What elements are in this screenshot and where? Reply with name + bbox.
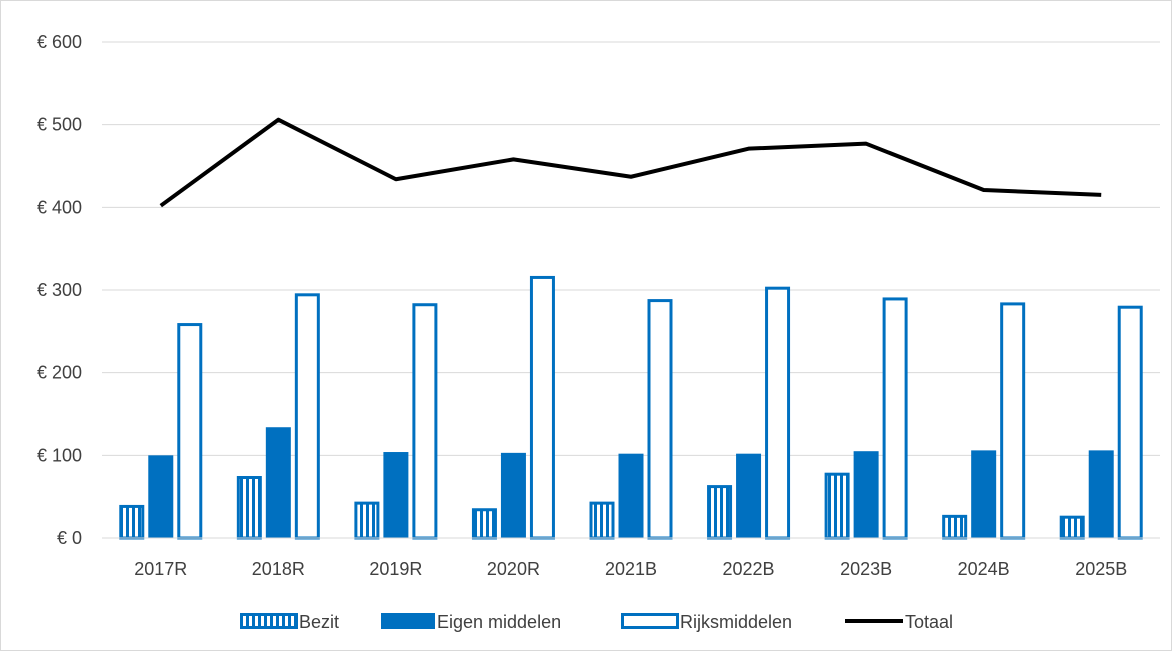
bar-eigen-middelen: [618, 453, 644, 538]
x-axis-labels: 2017R 2018R 2019R 2020R 2021B 2022B 2023B 2024B…: [134, 559, 1127, 579]
bar-eigen-middelen: [971, 450, 997, 538]
x-tick-label: 2017R: [134, 559, 187, 579]
bar-rijksmiddelen: [882, 297, 908, 540]
bar-rijksmiddelen: [647, 299, 673, 540]
bar-bezit: [471, 508, 497, 540]
bar-eigen-middelen: [500, 452, 526, 538]
legend-item-bezit: Bezit: [240, 612, 339, 632]
legend: Bezit Eigen middelen Rijksmiddelen Totaal: [240, 612, 953, 632]
legend-item-totaal: Totaal: [845, 612, 953, 632]
legend-label: Totaal: [905, 612, 953, 632]
x-tick-label: 2025B: [1075, 559, 1127, 579]
bar-bezit: [236, 476, 262, 540]
legend-item-rijksmiddelen: Rijksmiddelen: [621, 612, 792, 632]
bar-bezit: [824, 472, 850, 540]
y-tick-label: € 200: [37, 363, 82, 383]
bar-rijksmiddelen: [412, 303, 438, 540]
legend-item-eigen-middelen: Eigen middelen: [381, 612, 561, 632]
bar-eigen-middelen: [265, 427, 291, 538]
x-tick-label: 2019R: [369, 559, 422, 579]
x-tick-label: 2020R: [487, 559, 540, 579]
y-tick-label: € 0: [57, 528, 82, 548]
bar-rijksmiddelen: [765, 286, 791, 540]
bar-eigen-middelen: [736, 453, 762, 538]
bar-bezit: [119, 504, 145, 540]
x-tick-label: 2021B: [605, 559, 657, 579]
x-tick-label: 2022B: [723, 559, 775, 579]
bar-eigen-middelen: [383, 452, 409, 538]
legend-label: Eigen middelen: [437, 612, 561, 632]
bar-rijksmiddelen: [1117, 305, 1143, 540]
bar-bezit: [1059, 515, 1085, 540]
bars: [119, 275, 1143, 540]
y-tick-label: € 300: [37, 280, 82, 300]
x-tick-label: 2024B: [958, 559, 1010, 579]
legend-swatch: [621, 613, 679, 629]
y-tick-label: € 500: [37, 115, 82, 135]
bar-rijksmiddelen: [177, 323, 203, 540]
bar-bezit: [942, 514, 968, 540]
legend-label: Bezit: [299, 612, 339, 632]
bar-rijksmiddelen: [529, 275, 555, 540]
y-tick-label: € 400: [37, 197, 82, 217]
bar-rijksmiddelen: [294, 293, 320, 540]
legend-swatch: [381, 613, 435, 629]
bar-eigen-middelen: [148, 455, 174, 538]
bar-rijksmiddelen: [1000, 302, 1026, 540]
x-tick-label: 2023B: [840, 559, 892, 579]
line-totaal: [159, 117, 1102, 208]
y-axis-ticks: € 0 € 100 € 200 € 300 € 400 € 500 € 600: [37, 32, 82, 548]
y-tick-label: € 100: [37, 445, 82, 465]
legend-swatch: [240, 613, 298, 629]
bar-eigen-middelen: [853, 451, 879, 538]
bar-bezit: [707, 485, 733, 540]
x-tick-label: 2018R: [252, 559, 305, 579]
bar-bezit: [354, 501, 380, 540]
total-line: [159, 117, 1102, 208]
legend-label: Rijksmiddelen: [680, 612, 792, 632]
y-tick-label: € 600: [37, 32, 82, 52]
bar-eigen-middelen: [1088, 450, 1114, 538]
bar-bezit: [589, 501, 615, 540]
